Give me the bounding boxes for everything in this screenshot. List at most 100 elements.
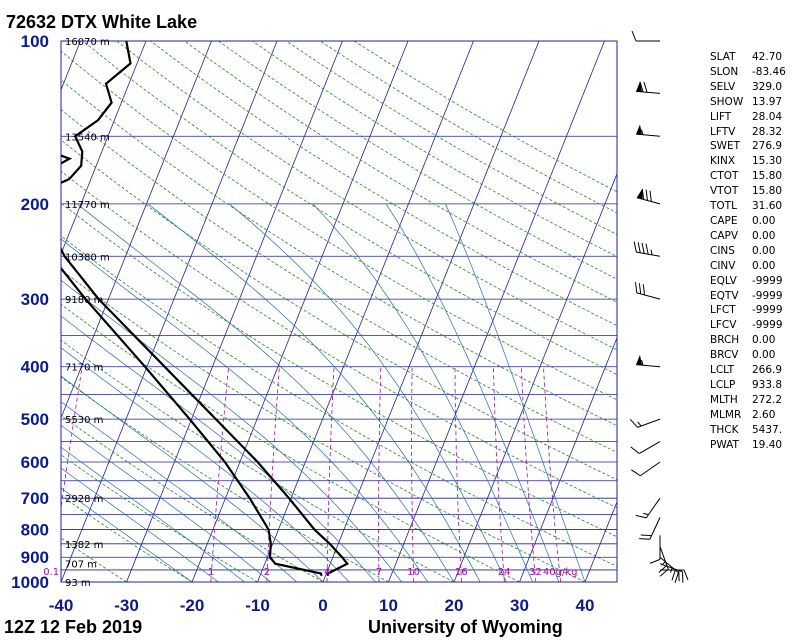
index-key: MLMR xyxy=(710,408,742,421)
barb-staff xyxy=(638,441,661,454)
index-value: 0.00 xyxy=(752,244,776,257)
mixing-ratio-label: 2 xyxy=(264,567,270,578)
index-row: SHOW 13.97 xyxy=(710,95,798,110)
pressure-tick-label: 800 xyxy=(21,521,49,540)
index-row: LCLP 933.8 xyxy=(710,378,798,393)
barb-full xyxy=(631,469,641,477)
index-key: LFTV xyxy=(710,125,736,138)
index-value: -9999 xyxy=(752,274,783,287)
index-row: BRCV 0.00 xyxy=(710,348,798,363)
moist-adiabat xyxy=(385,203,560,582)
dry-adiabat xyxy=(61,537,127,582)
wind-barb xyxy=(631,461,661,477)
index-key: SLON xyxy=(710,65,739,78)
index-row: EQTV -9999 xyxy=(710,289,798,304)
dry-adiabat xyxy=(61,414,324,582)
temperature-tick-label: -10 xyxy=(245,596,270,615)
sounding-indices: SLAT 42.70 SLON -83.46 SELV 329.0 SHOW 13.97 LIF… xyxy=(710,50,798,452)
barb-pennant xyxy=(636,188,643,200)
barb-full xyxy=(637,242,641,253)
index-key: LFCV xyxy=(710,319,737,332)
mixing-ratio-line xyxy=(210,366,229,582)
mixing-ratio-label: 16 xyxy=(455,567,468,578)
moist-adiabat xyxy=(61,347,350,582)
index-value: 329.0 xyxy=(752,80,783,93)
index-key: EQTV xyxy=(710,289,739,302)
pressure-tick-label: 1000 xyxy=(11,573,49,592)
barb-full xyxy=(649,558,661,564)
dry-adiabat xyxy=(61,376,389,582)
isotherm-line xyxy=(257,41,474,582)
index-row: SWET 276.9 xyxy=(710,139,798,154)
index-value: 0.00 xyxy=(752,214,776,227)
plot-frame xyxy=(60,40,618,583)
index-key: VTOT xyxy=(710,185,739,198)
barb-staff xyxy=(640,461,661,477)
index-key: BRCV xyxy=(710,349,739,362)
moist-adiabat xyxy=(61,375,324,582)
index-row: SLAT 42.70 xyxy=(710,50,798,65)
wind-barb xyxy=(636,124,661,137)
index-row: BRCH 0.00 xyxy=(710,333,798,348)
mixing-ratio-line xyxy=(493,366,505,582)
barb-full xyxy=(631,30,637,42)
dry-adiabat xyxy=(61,269,586,582)
barb-staff xyxy=(636,90,661,94)
mixing-ratio-line xyxy=(266,366,280,582)
index-row: PWAT 19.40 xyxy=(710,438,798,453)
height-label: 707 m xyxy=(65,560,97,571)
wind-barb xyxy=(636,81,661,94)
barb-full xyxy=(674,572,679,584)
index-row: CAPV 0.00 xyxy=(710,229,798,244)
moist-adiabat xyxy=(76,203,455,582)
height-label: 1382 m xyxy=(65,540,103,551)
index-row: THCK 5437. xyxy=(710,423,798,438)
temperature-tick-label: -30 xyxy=(114,596,139,615)
index-row: VTOT 15.80 xyxy=(710,184,798,199)
index-value: -9999 xyxy=(752,289,783,302)
index-row: MLTH 272.2 xyxy=(710,393,798,408)
index-value: 0.00 xyxy=(752,259,776,272)
index-value: 933.8 xyxy=(752,378,783,391)
barb-full xyxy=(643,81,648,93)
moist-adiabat xyxy=(445,203,586,582)
index-value: 15.80 xyxy=(752,170,783,183)
moist-adiabat xyxy=(61,467,219,582)
index-key: SHOW xyxy=(710,95,744,108)
index-value: 0.00 xyxy=(752,349,776,362)
index-row: MLMR 2.60 xyxy=(710,408,798,423)
mixing-ratio-label: 24 xyxy=(498,567,511,578)
moist-adiabat xyxy=(61,446,245,582)
moist-adiabat xyxy=(229,203,507,582)
index-row: CAPE 0.00 xyxy=(710,214,798,229)
dry-adiabat xyxy=(150,41,617,327)
index-key: LCLT xyxy=(710,364,734,377)
index-value: 28.32 xyxy=(752,125,783,138)
moist-adiabat xyxy=(61,315,376,582)
index-value: 15.80 xyxy=(752,185,783,198)
height-label: 2928 m xyxy=(65,494,103,505)
index-key: LFCT xyxy=(710,304,736,317)
height-label: 5530 m xyxy=(65,415,103,426)
isotherm-line xyxy=(61,41,278,582)
barb-full xyxy=(642,284,646,296)
mixing-ratio-label: 4 xyxy=(324,567,330,578)
wind-barb xyxy=(660,569,689,581)
index-value: 31.60 xyxy=(752,200,783,213)
barb-staff xyxy=(636,364,661,368)
index-value: 266.9 xyxy=(752,364,783,377)
mixing-ratio-line xyxy=(378,366,382,582)
dry-adiabat xyxy=(61,339,455,582)
index-row: EQLV -9999 xyxy=(710,274,798,289)
dry-adiabat xyxy=(61,235,617,567)
isotherm-line xyxy=(0,41,15,582)
isotherm-line xyxy=(519,336,617,582)
barb-full xyxy=(641,188,645,200)
dry-adiabat xyxy=(61,139,617,481)
plot-grid xyxy=(0,41,617,582)
pressure-tick-label: 200 xyxy=(21,195,49,214)
index-key: SWET xyxy=(710,140,741,153)
barb-staff xyxy=(659,563,683,573)
barb-full xyxy=(635,282,638,293)
